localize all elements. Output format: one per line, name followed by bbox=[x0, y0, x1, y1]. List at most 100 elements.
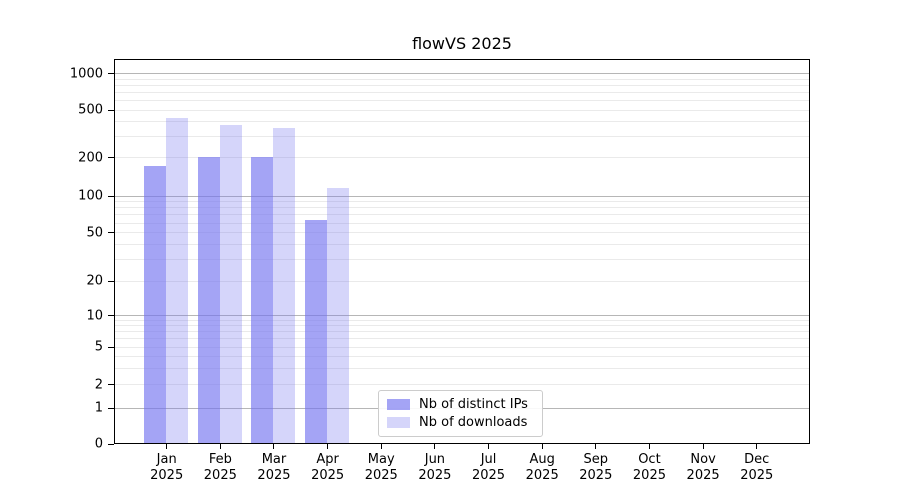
x-tick-label-year: 2025 bbox=[364, 468, 398, 483]
gridline-minor bbox=[114, 214, 810, 216]
x-tick-label: Mar 2025 bbox=[257, 452, 290, 484]
x-tick-mark bbox=[702, 444, 704, 449]
legend-item: Nb of downloads bbox=[387, 415, 534, 430]
x-tick-label-month: Sep bbox=[583, 452, 609, 467]
x-tick-mark bbox=[219, 444, 221, 449]
y-tick-label: 1000 bbox=[69, 66, 103, 81]
gridline-minor bbox=[114, 384, 810, 386]
x-tick-label: Apr 2025 bbox=[311, 452, 344, 484]
y-tick-mark bbox=[108, 443, 114, 445]
x-tick-mark bbox=[488, 444, 490, 449]
y-tick-mark bbox=[108, 109, 114, 111]
gridline-minor bbox=[114, 244, 810, 246]
x-tick-label: Jul 2025 bbox=[472, 452, 505, 484]
x-tick-label: Aug 2025 bbox=[526, 452, 559, 484]
y-tick-mark bbox=[108, 232, 114, 234]
x-tick-label-year: 2025 bbox=[150, 468, 184, 483]
bar-distinct-ips bbox=[143, 166, 166, 444]
x-tick-label: May 2025 bbox=[365, 452, 398, 484]
x-tick-mark bbox=[327, 444, 329, 449]
gridline-minor bbox=[114, 84, 810, 86]
x-tick-label-year: 2025 bbox=[525, 468, 559, 483]
bar-distinct-ips bbox=[251, 157, 274, 444]
gridline-minor bbox=[114, 367, 810, 369]
x-tick-label-month: Jul bbox=[480, 452, 497, 467]
y-tick-mark bbox=[108, 73, 114, 74]
y-tick-label: 50 bbox=[86, 225, 103, 241]
legend-swatch-distinct-ips bbox=[387, 399, 410, 410]
x-tick-label-year: 2025 bbox=[257, 468, 291, 483]
y-tick-mark bbox=[108, 280, 114, 282]
x-tick-mark bbox=[434, 444, 436, 449]
x-tick-mark bbox=[756, 444, 758, 449]
x-tick-label-year: 2025 bbox=[632, 468, 666, 483]
gridline-major bbox=[114, 195, 810, 197]
x-tick-label-month: May bbox=[367, 452, 395, 467]
gridline-minor bbox=[114, 207, 810, 209]
y-tick-mark bbox=[108, 407, 114, 409]
x-tick-mark bbox=[595, 444, 597, 449]
gridline-minor bbox=[114, 109, 810, 111]
x-tick-label-year: 2025 bbox=[579, 468, 613, 483]
legend: Nb of distinct IPs Nb of downloads bbox=[378, 390, 543, 437]
x-tick-mark bbox=[380, 444, 382, 449]
x-tick-mark bbox=[273, 444, 275, 449]
x-tick-label: Feb 2025 bbox=[204, 452, 237, 484]
y-tick-mark bbox=[108, 384, 114, 386]
y-tick-label: 200 bbox=[78, 150, 103, 166]
gridline-minor bbox=[114, 338, 810, 340]
gridline-minor bbox=[114, 355, 810, 357]
chart-title: flowVS 2025 bbox=[412, 34, 512, 53]
gridline-minor bbox=[114, 78, 810, 80]
y-tick-label: 10 bbox=[86, 308, 103, 324]
x-tick-label-month: Nov bbox=[690, 452, 716, 467]
bar-distinct-ips bbox=[197, 157, 220, 444]
bar-downloads bbox=[219, 125, 242, 444]
x-tick-label-month: Mar bbox=[261, 452, 287, 467]
gridline-minor bbox=[114, 325, 810, 327]
gridline-minor bbox=[114, 346, 810, 348]
x-tick-label-month: Jun bbox=[424, 452, 446, 467]
x-tick-label: Sep 2025 bbox=[579, 452, 612, 484]
y-tick-label: 20 bbox=[86, 273, 103, 289]
gridline-minor bbox=[114, 331, 810, 333]
gridline-minor bbox=[114, 222, 810, 224]
bar-distinct-ips bbox=[304, 220, 327, 444]
x-tick-label: Nov 2025 bbox=[687, 452, 720, 484]
x-tick-label: Dec 2025 bbox=[740, 452, 773, 484]
x-tick-label: Jun 2025 bbox=[418, 452, 451, 484]
x-tick-label-year: 2025 bbox=[311, 468, 345, 483]
gridline-minor bbox=[114, 319, 810, 321]
legend-label: Nb of distinct IPs bbox=[419, 397, 528, 412]
y-tick-mark bbox=[108, 157, 114, 159]
x-tick-label-month: Feb bbox=[208, 452, 232, 467]
y-tick-label: 5 bbox=[94, 339, 103, 355]
x-tick-label-month: Apr bbox=[316, 452, 339, 467]
y-tick-label: 100 bbox=[78, 188, 103, 204]
x-tick-label-month: Dec bbox=[744, 452, 770, 467]
y-tick-mark bbox=[108, 315, 114, 317]
legend-label: Nb of downloads bbox=[419, 415, 528, 430]
x-tick-label-year: 2025 bbox=[686, 468, 720, 483]
bar-downloads bbox=[273, 127, 296, 444]
x-tick-label-year: 2025 bbox=[203, 468, 237, 483]
bar-downloads bbox=[165, 118, 188, 444]
gridline-minor bbox=[114, 201, 810, 203]
x-tick-label: Oct 2025 bbox=[633, 452, 666, 484]
legend-swatch-downloads bbox=[387, 417, 410, 428]
gridline-minor bbox=[114, 280, 810, 282]
x-tick-label-year: 2025 bbox=[471, 468, 506, 483]
y-tick-label: 2 bbox=[94, 377, 103, 393]
gridline-minor bbox=[114, 99, 810, 101]
y-tick-label: 1 bbox=[94, 400, 103, 416]
x-tick-label: Jan 2025 bbox=[150, 452, 183, 484]
y-tick-label: 0 bbox=[94, 436, 103, 452]
gridline-minor bbox=[114, 136, 810, 138]
gridline-major bbox=[114, 315, 810, 317]
x-tick-mark bbox=[541, 444, 543, 449]
x-tick-label-month: Aug bbox=[529, 452, 555, 467]
y-tick-mark bbox=[108, 195, 114, 197]
legend-item: Nb of distinct IPs bbox=[387, 397, 534, 412]
x-tick-mark bbox=[648, 444, 650, 449]
